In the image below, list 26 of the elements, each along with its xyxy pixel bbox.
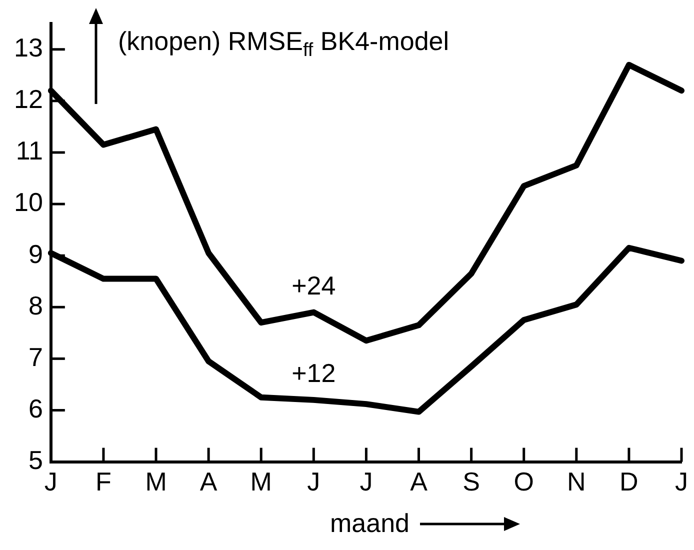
y-tick-label: 7 bbox=[28, 342, 43, 372]
x-tick-label: J bbox=[675, 466, 688, 497]
x-tick-label: J bbox=[307, 466, 320, 497]
y-tick-label: 10 bbox=[14, 187, 43, 218]
x-tick-label: D bbox=[620, 466, 638, 497]
y-tick-label: 11 bbox=[16, 136, 43, 166]
x-axis-title: maand bbox=[330, 508, 410, 539]
chart-title: (knopen) RMSE$_{ff}$ BK4-model bbox=[118, 26, 450, 62]
y-tick-label: 6 bbox=[28, 393, 43, 424]
x-tick-label: J bbox=[360, 466, 373, 497]
x-tick-label: M bbox=[250, 466, 272, 497]
x-tick-label: A bbox=[410, 466, 428, 497]
y-tick-label: 12 bbox=[14, 84, 43, 114]
x-tick-label: F bbox=[96, 466, 112, 497]
series-label: +24 bbox=[292, 270, 336, 300]
x-tick-label: N bbox=[567, 466, 586, 497]
y-tick-label: 8 bbox=[28, 290, 43, 320]
y-tick-label: 9 bbox=[28, 238, 43, 269]
y-tick-label: 5 bbox=[28, 444, 43, 475]
x-tick-label: A bbox=[200, 466, 218, 497]
x-tick-label: J bbox=[44, 466, 58, 497]
series-label: +12 bbox=[292, 358, 336, 388]
x-tick-label: M bbox=[145, 466, 167, 497]
y-tick-label: 13 bbox=[14, 32, 43, 63]
x-tick-label: S bbox=[462, 466, 480, 497]
x-tick-label: O bbox=[514, 466, 534, 497]
